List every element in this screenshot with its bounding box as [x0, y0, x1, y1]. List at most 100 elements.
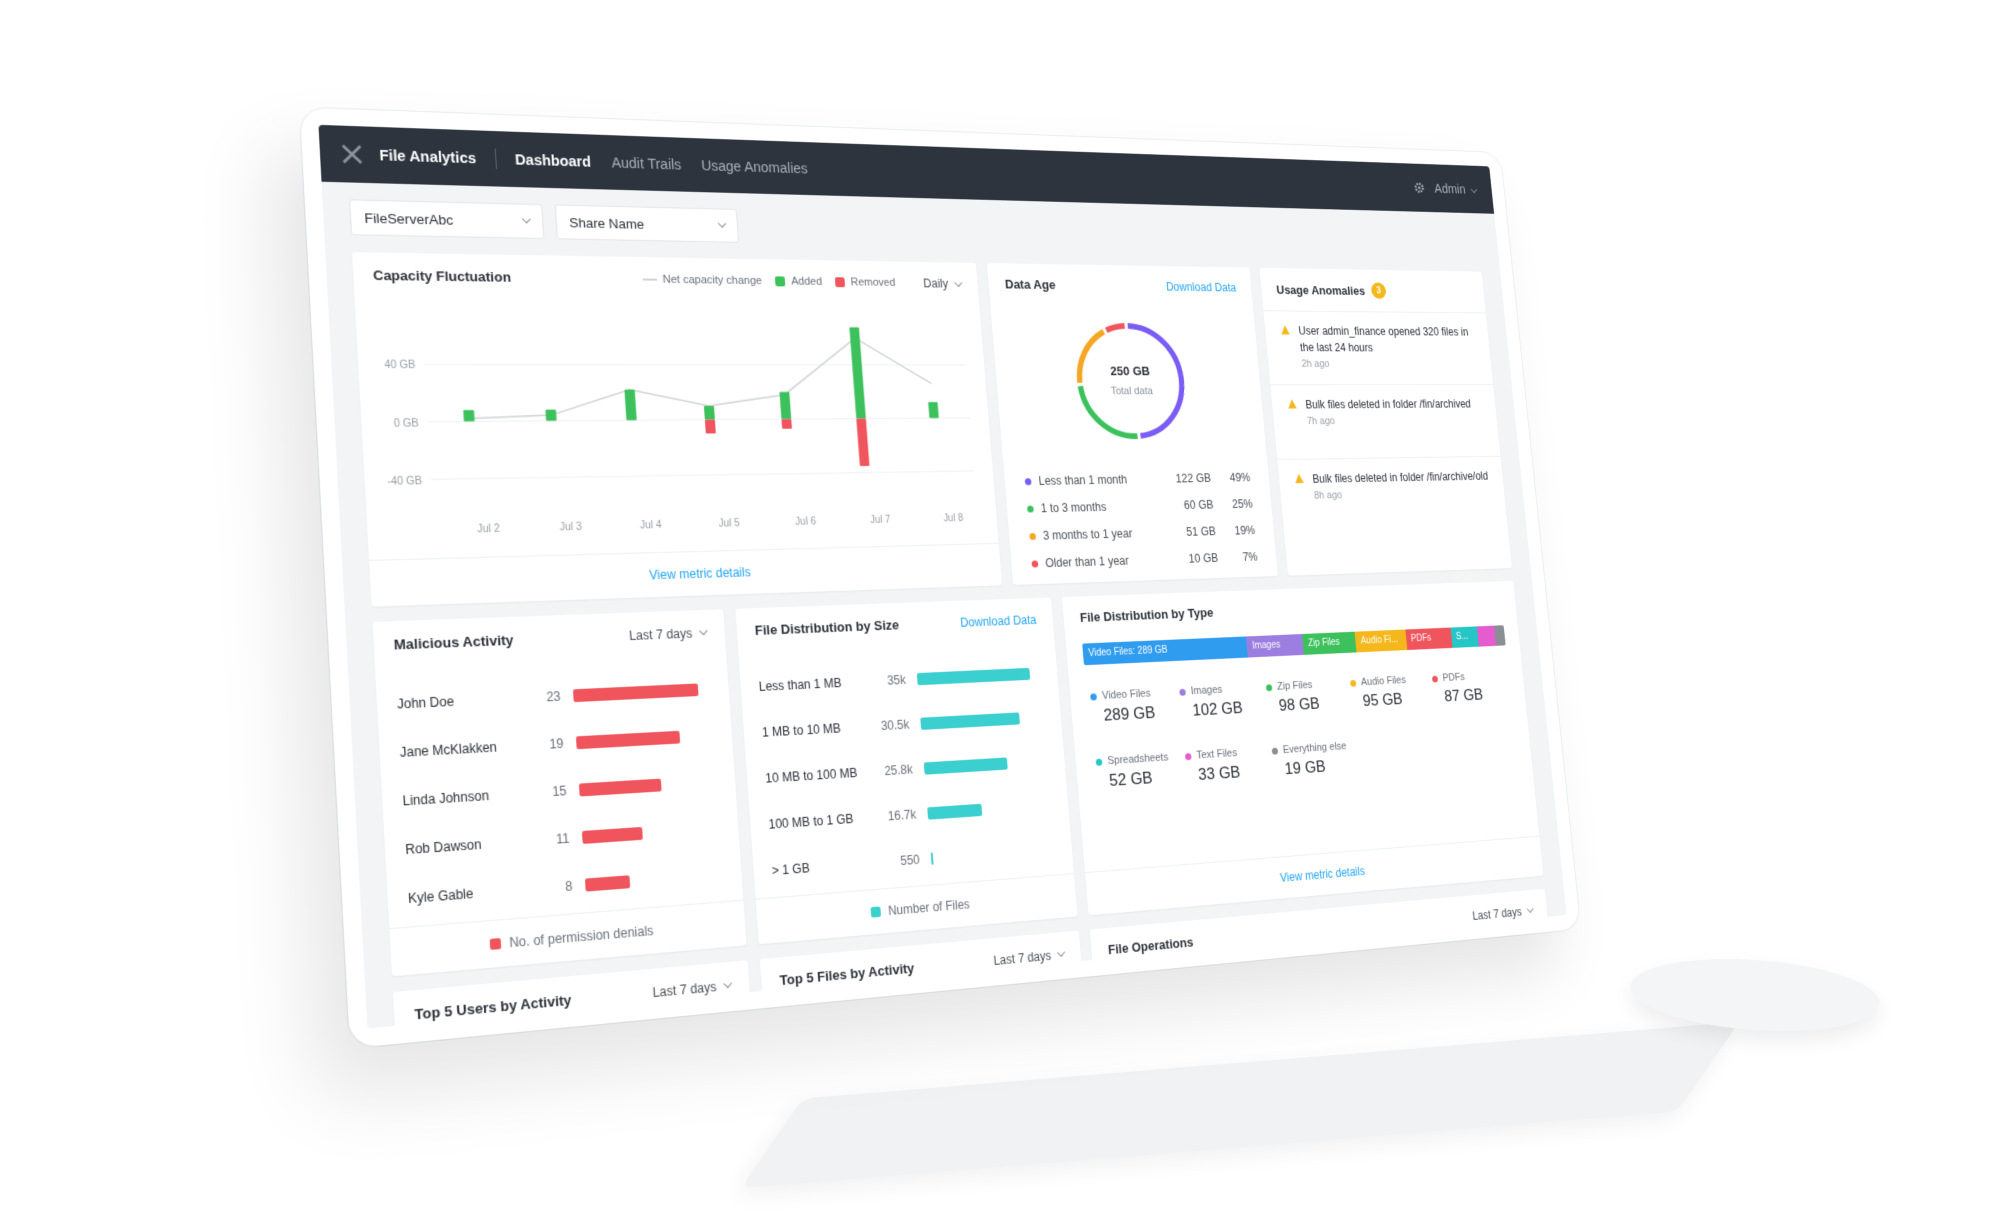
count-badge: 3 — [1370, 282, 1387, 299]
settings-icon[interactable] — [1413, 181, 1425, 194]
legend-head: Images — [1179, 682, 1267, 698]
legend-row: Less than 1 month 122 GB 49% — [1024, 465, 1251, 494]
link[interactable]: View metric details — [1279, 864, 1366, 885]
legend-head: Text Files — [1184, 745, 1273, 762]
bar — [920, 712, 1020, 730]
link[interactable]: View metric details — [648, 564, 752, 583]
value-label: 15 — [551, 783, 568, 800]
anomaly-text: Bulk files deleted in folder /fin/archiv… — [1304, 397, 1472, 412]
warning-shape — [1287, 399, 1297, 409]
period-select[interactable]: Last 7 days — [629, 625, 708, 643]
legend-head: Audio Files — [1349, 673, 1433, 689]
bar-segment: Audio Fi... — [1354, 629, 1408, 653]
bar — [545, 409, 557, 421]
value-label: 98 GB — [1278, 694, 1321, 715]
caret — [954, 278, 963, 287]
nav-tab[interactable]: Usage Anomalies — [700, 157, 809, 177]
screen: File Analytics Dashboard Audit Trails Us… — [318, 124, 1567, 1029]
bar-segment — [1477, 625, 1496, 647]
category: Linda Johnson — [402, 788, 490, 809]
bar — [923, 757, 1009, 775]
bar-segment: S... — [1450, 626, 1480, 648]
card-header: Malicious Activity Last 7 days — [393, 625, 708, 653]
value-label: 289 GB — [1102, 703, 1157, 725]
bar — [856, 418, 870, 466]
bar — [849, 327, 866, 419]
card-title: Usage Anomalies — [1275, 282, 1366, 298]
legend-item: Zip Files 98 GB — [1265, 677, 1353, 716]
grid-line — [431, 471, 975, 479]
data-age-card: Data Age Download Data 250 GB Total data… — [986, 263, 1278, 585]
nav-tab[interactable]: Dashboard — [514, 151, 592, 170]
anomaly-time: 2h ago — [1301, 358, 1330, 370]
legend-dot — [1026, 505, 1034, 513]
period: Daily — [922, 276, 949, 291]
filter-select[interactable]: FileServerAbc — [349, 199, 545, 240]
x-tick-label: Jul 2 — [477, 523, 500, 536]
legend-dot — [1095, 758, 1103, 766]
warning-shape — [1294, 473, 1304, 484]
legend-dot — [1031, 559, 1039, 568]
legend-swatch — [870, 906, 881, 918]
nav-tab[interactable]: Audit Trails — [610, 154, 682, 173]
product-name: File Analytics — [378, 146, 477, 167]
link[interactable]: Download Data — [1165, 279, 1237, 294]
period: Last 7 days — [1471, 904, 1523, 923]
bar — [578, 778, 662, 797]
legend-dot — [1179, 688, 1186, 696]
card-title: Top 5 Files by Activity — [779, 960, 915, 989]
caret — [723, 978, 732, 988]
segment-label: Zip Files — [1307, 637, 1341, 649]
anomaly-item: User admin_finance opened 320 files in t… — [1263, 310, 1493, 384]
legend-label: No. of permission denials — [508, 923, 654, 951]
segment-label: S... — [1455, 631, 1469, 643]
legend-swatch — [642, 277, 657, 281]
bar — [781, 419, 792, 429]
value-label: 102 GB — [1191, 698, 1244, 720]
size: 10 GB — [1188, 551, 1219, 566]
legend-item: Removed — [835, 276, 896, 288]
legend-dot — [1431, 675, 1439, 683]
bar — [927, 803, 983, 820]
x-tick-label: Jul 7 — [870, 514, 891, 526]
x-tick-label: Jul 4 — [640, 519, 663, 531]
filter-select[interactable]: Share Name — [554, 204, 740, 243]
legend-swatch — [489, 938, 501, 951]
percent: 25% — [1231, 497, 1254, 511]
separator — [494, 148, 497, 170]
legend-dot — [1271, 747, 1279, 755]
caret — [521, 214, 531, 224]
bar — [463, 409, 475, 422]
period-select[interactable]: Daily — [922, 276, 963, 291]
value-label: 16.7k — [887, 807, 917, 824]
bar — [779, 391, 792, 420]
period-select[interactable]: Last 7 days — [993, 947, 1065, 968]
legend: Net capacity change Added Removed Daily — [642, 272, 963, 291]
value-label: 87 GB — [1443, 685, 1484, 706]
bar — [584, 875, 630, 892]
y-tick-label: 40 GB — [384, 360, 416, 372]
donut-total-label: Total data — [1110, 385, 1153, 397]
period-select[interactable]: Last 7 days — [1471, 904, 1534, 923]
bar — [575, 730, 681, 750]
user-name: Admin — [1433, 181, 1467, 197]
category: 1 to 3 months — [1040, 500, 1107, 516]
legend-head: Everything else — [1271, 740, 1356, 757]
category: > 1 GB — [771, 860, 811, 879]
value-label: 8 — [564, 878, 573, 895]
warning-icon — [1294, 473, 1304, 484]
x-tick-label: Jul 8 — [943, 513, 964, 525]
monitor: File Analytics Dashboard Audit Trails Us… — [299, 107, 1581, 1049]
legend-item: Net capacity change — [642, 273, 762, 287]
value-label: 23 — [545, 688, 562, 705]
category: Zip Files — [1276, 679, 1313, 693]
legend-dot — [1184, 752, 1192, 760]
link[interactable]: Download Data — [959, 612, 1037, 630]
anomaly-time: 8h ago — [1313, 489, 1343, 502]
period-select[interactable]: Last 7 days — [652, 977, 732, 1000]
legend-dot — [1265, 683, 1273, 691]
card-header: File Operations Last 7 days — [1107, 903, 1534, 957]
anomaly-item: Bulk files deleted in folder /fin/archiv… — [1270, 383, 1499, 442]
caret — [1526, 904, 1534, 913]
user-menu[interactable]: Admin — [1433, 181, 1478, 197]
